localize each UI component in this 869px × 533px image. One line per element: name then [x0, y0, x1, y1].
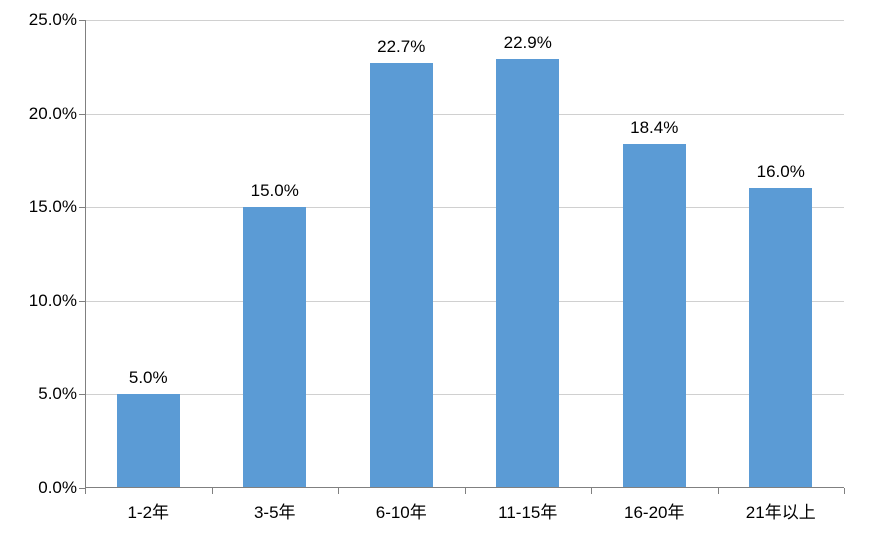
x-tick-label: 11-15年	[498, 488, 557, 523]
x-tick-mark	[844, 488, 845, 494]
bar-value-label: 16.0%	[757, 162, 805, 182]
gridline	[85, 20, 844, 21]
y-tick-label: 10.0%	[29, 291, 85, 311]
x-tick-label: 16-20年	[624, 488, 684, 523]
x-axis	[85, 487, 844, 488]
y-tick-label: 0.0%	[38, 478, 85, 498]
x-tick-mark	[212, 488, 213, 494]
x-tick-mark	[85, 488, 86, 494]
gridline	[85, 114, 844, 115]
x-tick-label: 3-5年	[254, 488, 296, 523]
x-tick-label: 6-10年	[376, 488, 427, 523]
bar-value-label: 22.9%	[504, 33, 552, 53]
bar-value-label: 5.0%	[129, 368, 168, 388]
bar-value-label: 18.4%	[630, 118, 678, 138]
x-tick-mark	[465, 488, 466, 494]
gridline	[85, 301, 844, 302]
x-tick-label: 21年以上	[746, 488, 816, 523]
x-tick-label: 1-2年	[127, 488, 169, 523]
bar-value-label: 22.7%	[377, 37, 425, 57]
x-tick-mark	[338, 488, 339, 494]
y-tick-label: 5.0%	[38, 384, 85, 404]
y-axis	[85, 20, 86, 488]
bar-value-label: 15.0%	[251, 181, 299, 201]
gridline	[85, 394, 844, 395]
bar	[370, 63, 433, 488]
plot-area: 0.0%5.0%10.0%15.0%20.0%25.0%5.0%1-2年15.0…	[85, 20, 844, 488]
x-tick-mark	[718, 488, 719, 494]
bar	[623, 144, 686, 488]
y-tick-label: 20.0%	[29, 104, 85, 124]
y-tick-label: 25.0%	[29, 10, 85, 30]
y-tick-label: 15.0%	[29, 197, 85, 217]
x-tick-mark	[591, 488, 592, 494]
bar	[749, 188, 812, 488]
bar	[496, 59, 559, 488]
bar	[243, 207, 306, 488]
bar	[117, 394, 180, 488]
bar-chart: 0.0% 5.0% 10.0% 15.0% 20.0% 25.0% 5.0% 1-2年 15.0…	[0, 0, 869, 533]
gridline	[85, 207, 844, 208]
